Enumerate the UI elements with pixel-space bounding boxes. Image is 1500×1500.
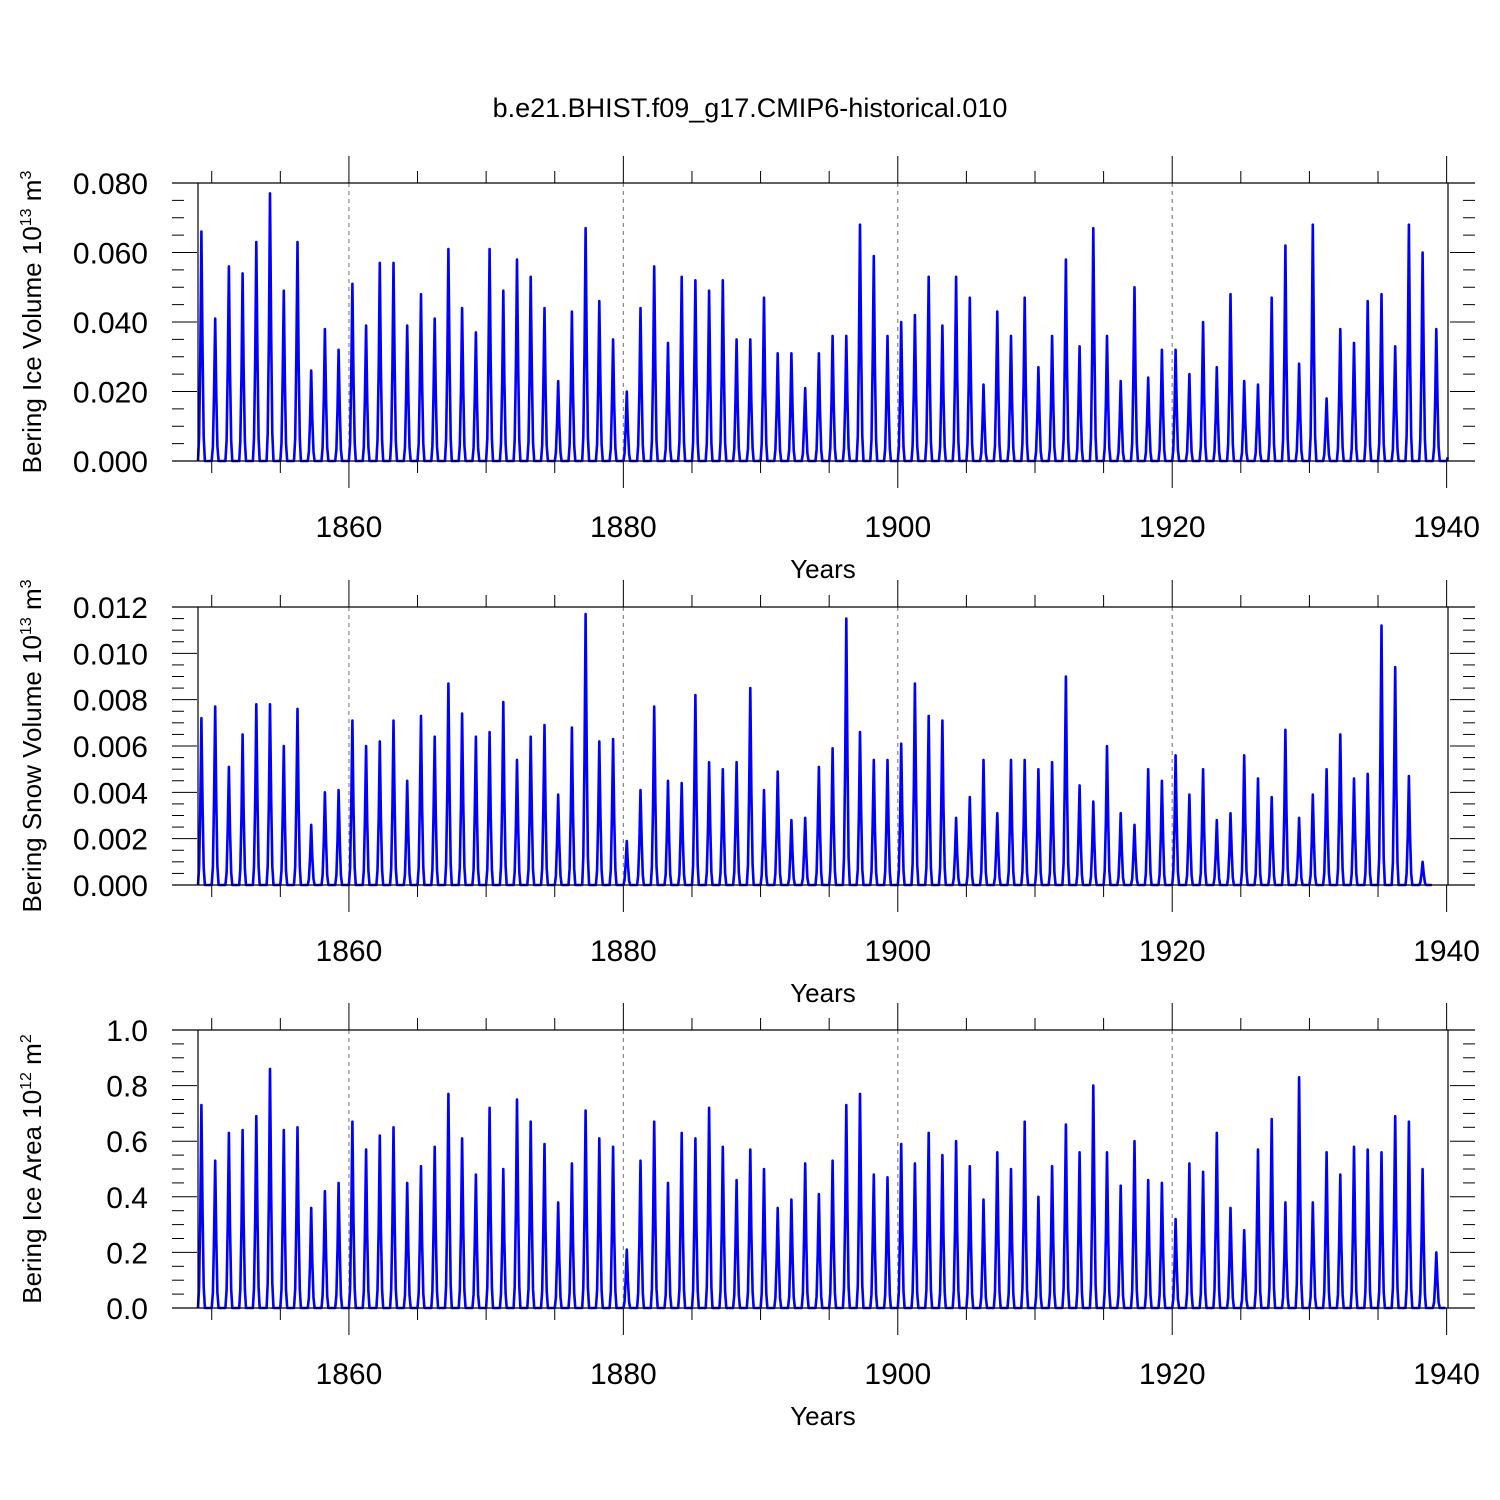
xtick-label: 1900 bbox=[864, 1358, 931, 1391]
ytick-label: 0.004 bbox=[73, 777, 148, 810]
x-axis-label: Years bbox=[790, 1401, 856, 1431]
ytick-label: 0.4 bbox=[106, 1182, 148, 1215]
ytick-label: 1.0 bbox=[106, 1015, 148, 1048]
ytick-label: 0.040 bbox=[73, 307, 148, 340]
y-axis-label: Bering Snow Volume 1013 m3 bbox=[17, 579, 47, 912]
series-line-snow-volume bbox=[196, 612, 1432, 887]
xtick-label: 1880 bbox=[590, 935, 657, 968]
xtick-label: 1920 bbox=[1139, 511, 1206, 544]
ytick-label: 0.010 bbox=[73, 638, 148, 671]
xtick-label: 1900 bbox=[864, 935, 931, 968]
ytick-label: 0.080 bbox=[73, 168, 148, 201]
chart-title: b.e21.BHIST.f09_g17.CMIP6-historical.010 bbox=[493, 93, 1008, 123]
ytick-label: 0.006 bbox=[73, 731, 148, 764]
ytick-label: 0.012 bbox=[73, 592, 148, 625]
xtick-label: 1920 bbox=[1139, 1358, 1206, 1391]
panel-ice-area: 0.0 0.2 0.4 0.6 0.8 1.0 1860 1880 1900 1920 1940 Ye… bbox=[17, 1003, 1480, 1431]
xtick-label: 1900 bbox=[864, 511, 931, 544]
xtick-label: 1920 bbox=[1139, 935, 1206, 968]
ytick-label: 0.8 bbox=[106, 1071, 148, 1104]
ytick-label: 0.060 bbox=[73, 238, 148, 271]
xtick-label: 1860 bbox=[316, 935, 383, 968]
ytick-label: 0.6 bbox=[106, 1126, 148, 1159]
ytick-label: 0.000 bbox=[73, 870, 148, 903]
y-axis-label: Bering Ice Volume 1013 m3 bbox=[17, 171, 47, 474]
ytick-label: 0.0 bbox=[106, 1293, 148, 1326]
xtick-label: 1940 bbox=[1413, 935, 1480, 968]
panel-snow-volume: 0.000 0.002 0.004 0.006 0.008 0.010 0.012 1860 1… bbox=[17, 579, 1480, 1008]
ytick-label: 0.000 bbox=[73, 446, 148, 479]
x-axis-label: Years bbox=[790, 978, 856, 1008]
xtick-label: 1940 bbox=[1413, 511, 1480, 544]
xtick-label: 1860 bbox=[316, 1358, 383, 1391]
xtick-label: 1880 bbox=[590, 1358, 657, 1391]
xtick-label: 1940 bbox=[1413, 1358, 1480, 1391]
xtick-label: 1880 bbox=[590, 511, 657, 544]
ytick-label: 0.020 bbox=[73, 377, 148, 410]
series-line-ice-area bbox=[196, 1067, 1446, 1310]
panel-ice-volume: 0.000 0.020 0.040 0.060 0.080 1860 1880 1900 192… bbox=[17, 156, 1480, 584]
y-axis-label: Bering Ice Area 1012 m2 bbox=[17, 1034, 47, 1304]
x-axis-label: Years bbox=[790, 554, 856, 584]
ytick-label: 0.2 bbox=[106, 1237, 148, 1270]
xtick-label: 1860 bbox=[316, 511, 383, 544]
series-line-ice-volume bbox=[196, 192, 1450, 463]
chart-panels: 0.000 0.020 0.040 0.060 0.080 1860 1880 1900 192… bbox=[17, 156, 1480, 1431]
ytick-label: 0.008 bbox=[73, 685, 148, 718]
ytick-label: 0.002 bbox=[73, 824, 148, 857]
